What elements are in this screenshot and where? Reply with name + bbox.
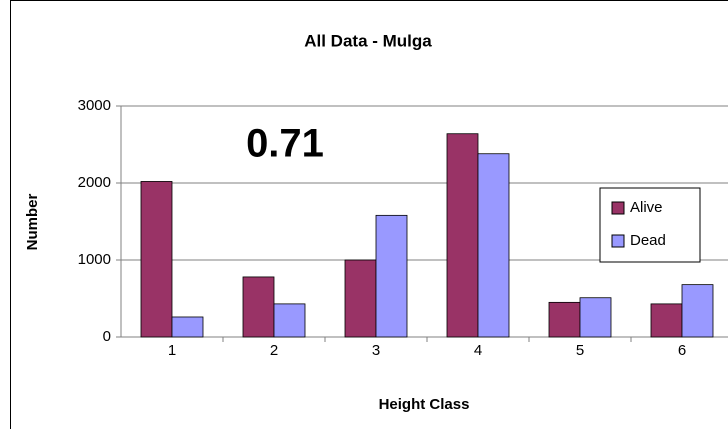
bar bbox=[375, 214, 408, 338]
bar bbox=[548, 301, 581, 338]
x-tick-label: 6 bbox=[678, 342, 686, 359]
bar bbox=[273, 303, 306, 338]
bar bbox=[140, 181, 173, 338]
x-tick-label: 3 bbox=[372, 342, 380, 359]
bar bbox=[344, 259, 377, 338]
annotation: 0.71 bbox=[246, 122, 324, 166]
bar bbox=[579, 297, 612, 338]
x-tick-label: 2 bbox=[270, 342, 278, 359]
legend-label: Dead bbox=[630, 232, 666, 249]
y-tick-label: 0 bbox=[103, 328, 111, 345]
bar bbox=[650, 303, 683, 338]
legend-box bbox=[599, 187, 701, 263]
y-tick-label: 3000 bbox=[78, 97, 111, 114]
bar bbox=[446, 133, 479, 338]
y-tick-label: 2000 bbox=[78, 174, 111, 191]
y-tick-label: 1000 bbox=[78, 251, 111, 268]
bar bbox=[477, 153, 510, 338]
x-axis-label: Height Class bbox=[379, 396, 470, 413]
y-axis-label: Number bbox=[24, 194, 41, 251]
bar bbox=[242, 276, 275, 338]
bar bbox=[681, 284, 714, 338]
legend-swatch bbox=[611, 234, 625, 248]
legend-label: Alive bbox=[630, 199, 663, 216]
legend-swatch bbox=[611, 201, 625, 215]
x-tick-label: 4 bbox=[474, 342, 482, 359]
chart-title: All Data - Mulga bbox=[304, 31, 432, 50]
bar bbox=[171, 316, 204, 338]
x-tick-label: 5 bbox=[576, 342, 584, 359]
x-tick-label: 1 bbox=[168, 342, 176, 359]
